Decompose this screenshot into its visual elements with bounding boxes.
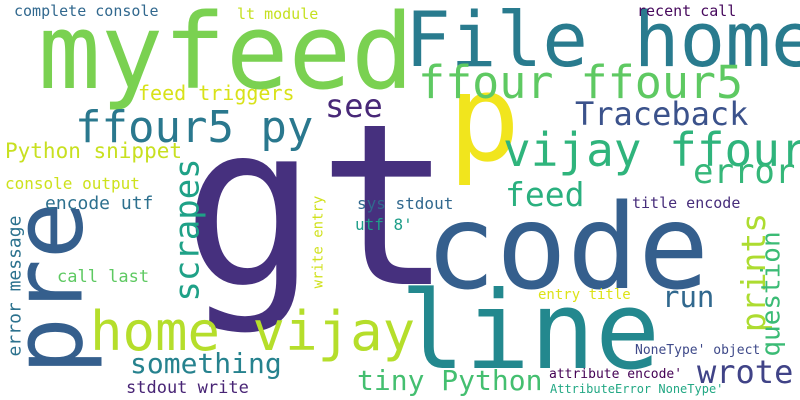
word-encode-utf: encode utf	[45, 193, 154, 214]
word-home-vijay: home vijay	[90, 300, 416, 363]
word-recent-call: recent call	[637, 2, 737, 20]
word-something: something	[130, 347, 282, 380]
word-python-snippet: Python snippet	[5, 139, 183, 163]
word-run: run	[662, 280, 715, 314]
word-write-entry: write entry	[310, 195, 327, 289]
word-myfeed: myfeed	[38, 0, 414, 113]
word-tiny-python: tiny Python	[357, 364, 543, 397]
word-entry-title: entry title	[538, 287, 631, 303]
word-scrapes: scrapes	[167, 158, 208, 302]
word-file-home: File home	[405, 0, 800, 84]
word-call-last: call last	[57, 267, 150, 287]
word-feed-triggers: feed triggers	[138, 81, 295, 105]
word-see: see	[325, 87, 383, 125]
word-question: question	[756, 231, 787, 357]
word-sys-stdout: sys stdout	[357, 194, 454, 213]
word-vijay-ffour: vijay ffour	[503, 123, 800, 177]
word-code: code	[425, 178, 710, 316]
word-feed: feed	[505, 175, 585, 214]
word-nonetype-object: NoneType' object	[635, 343, 761, 358]
word-gt: gt	[182, 76, 453, 338]
word-p: p	[448, 50, 521, 189]
word-line: line	[400, 269, 661, 394]
word-attributeerror-nonetype: AttributeError NoneType'	[550, 382, 724, 396]
word-utf-8: utf 8'	[355, 215, 413, 234]
word-console-output: console output	[5, 174, 140, 193]
word-error: error	[693, 152, 796, 192]
word-ffour-ffour5: ffour ffour5	[418, 56, 744, 109]
word-wrote: wrote	[697, 353, 794, 391]
word-stdout-write: stdout write	[126, 378, 249, 398]
word-title-encode: title encode	[632, 194, 741, 212]
word-attribute-encode: attribute encode'	[549, 367, 683, 382]
word-traceback: Traceback	[575, 95, 749, 133]
word-error-message: error message	[4, 215, 26, 357]
word-complete-console: complete console	[14, 2, 159, 20]
word-ffour5-py: ffour5 py	[75, 102, 314, 153]
word-lt-module: lt module	[237, 5, 319, 23]
